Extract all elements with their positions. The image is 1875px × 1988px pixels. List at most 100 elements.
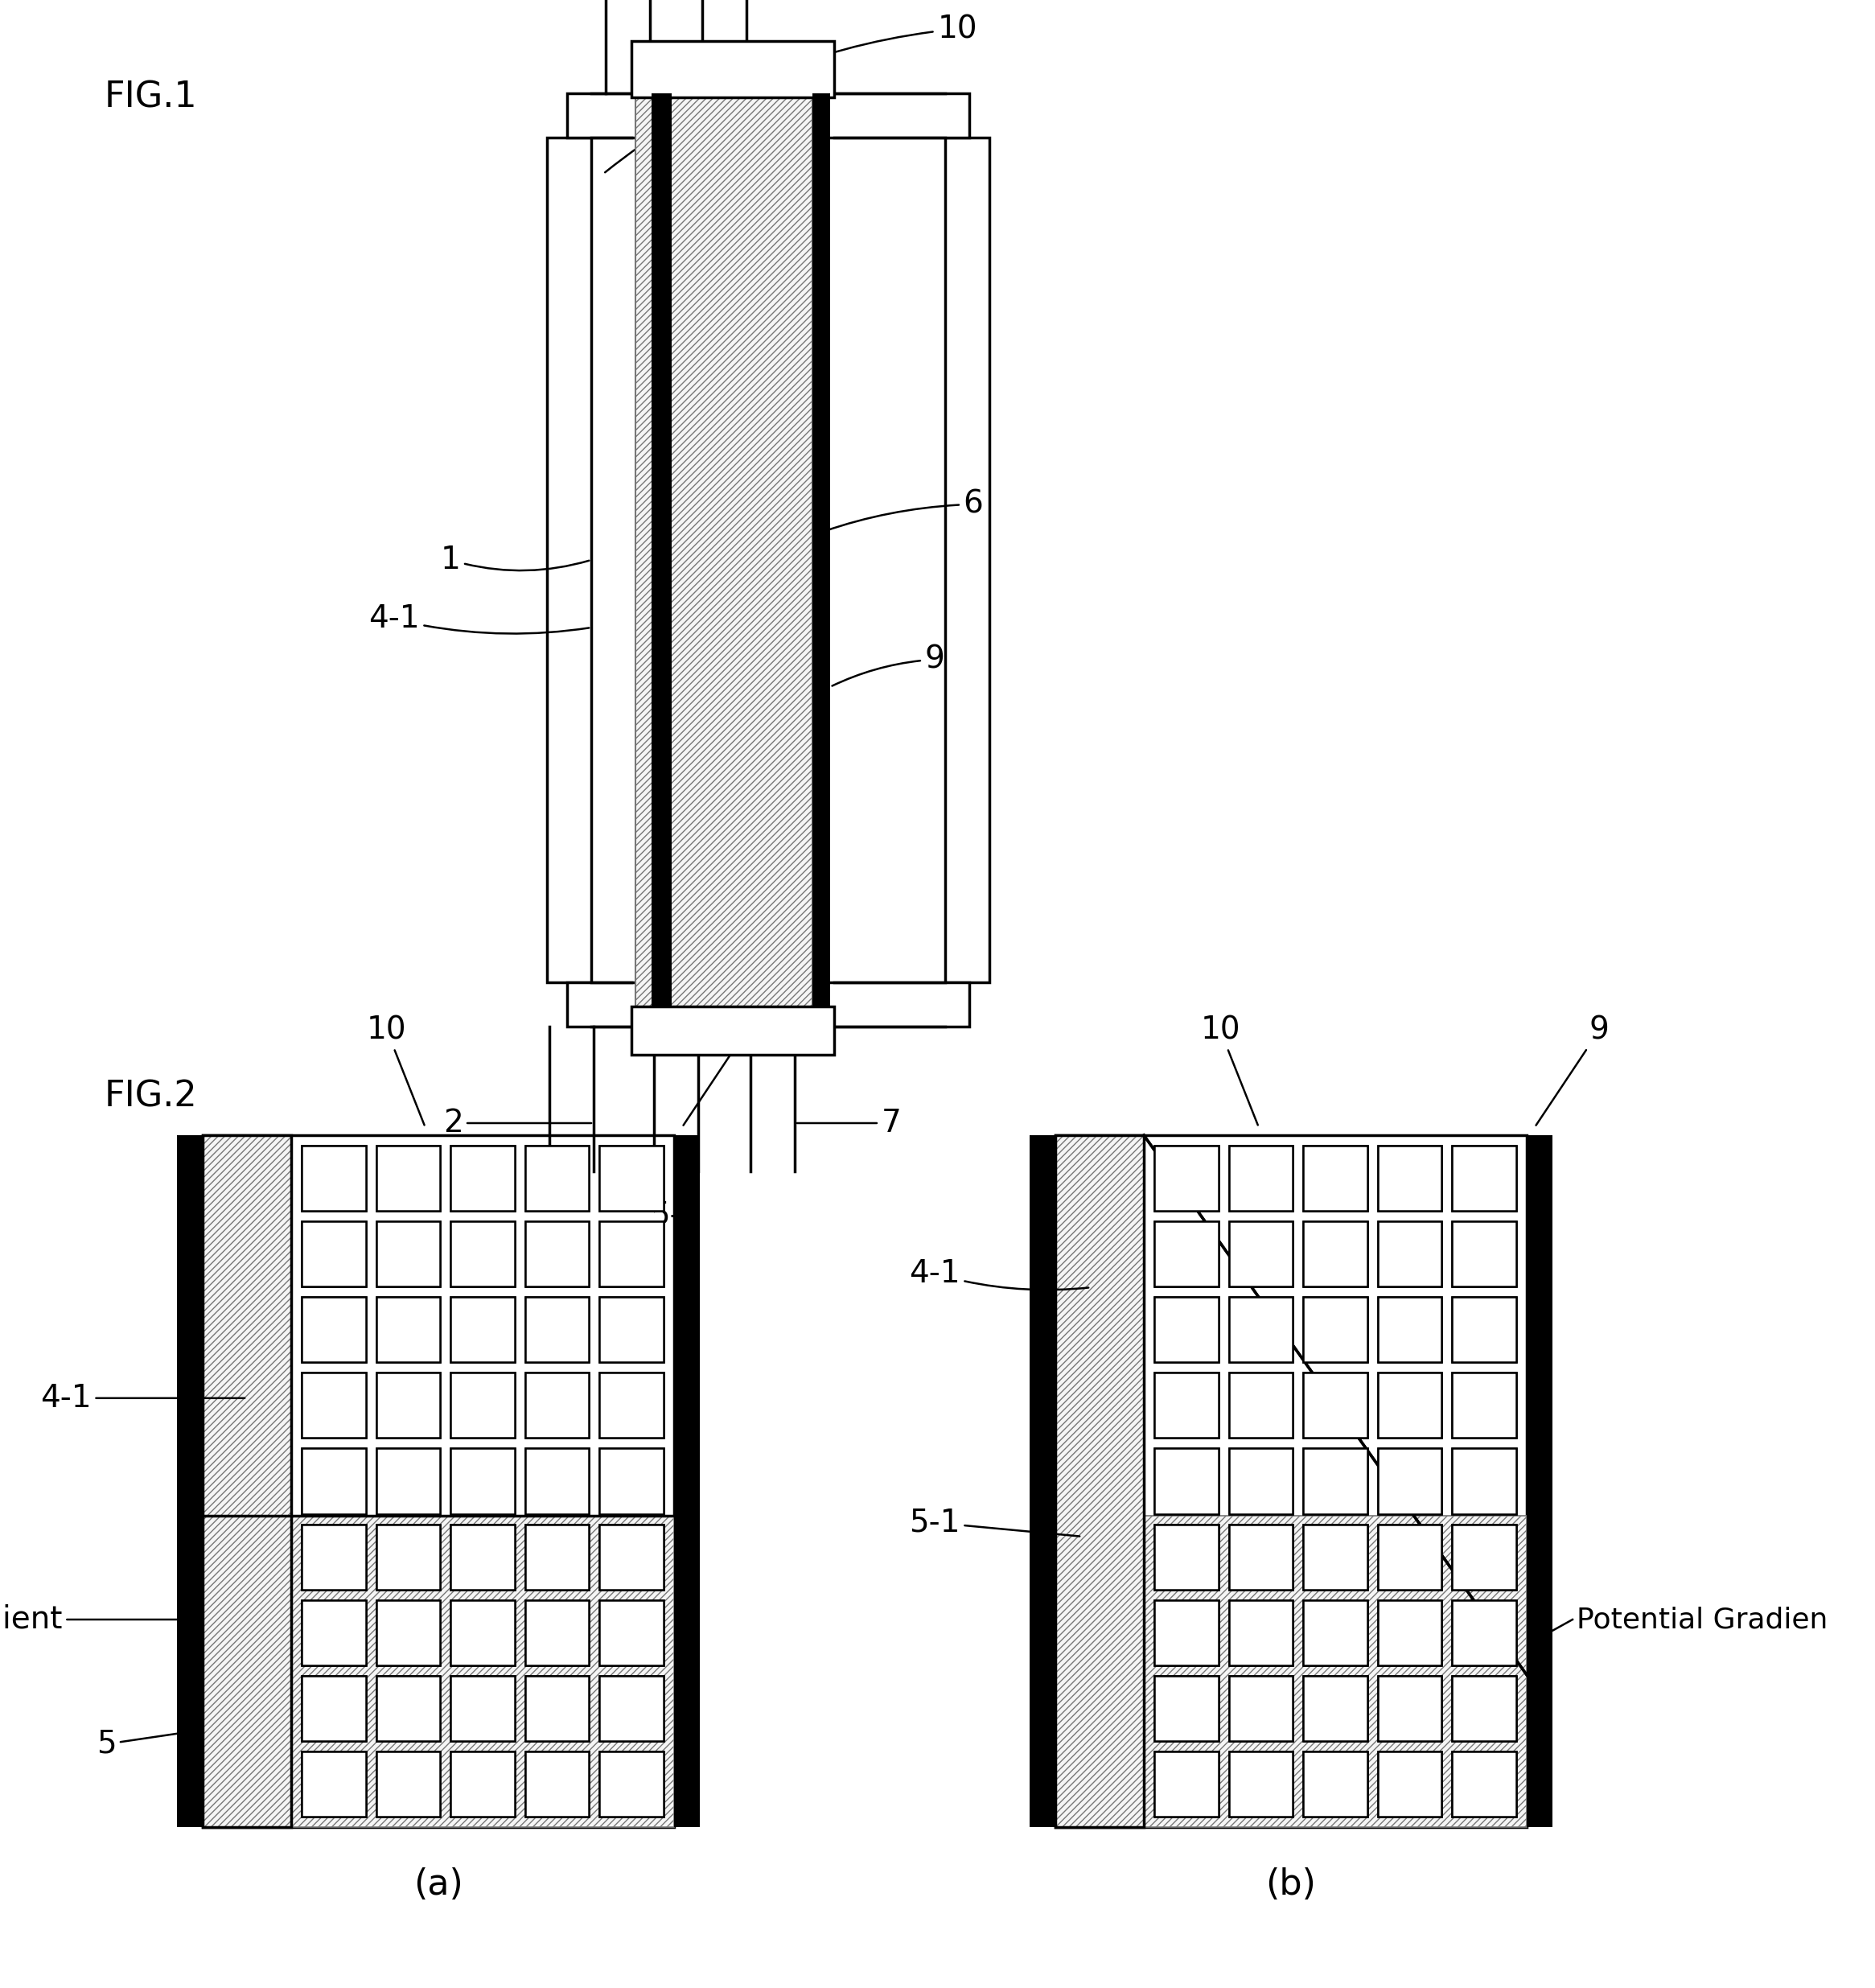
- Bar: [945, 137, 990, 982]
- Bar: [1378, 1374, 1442, 1437]
- Bar: [377, 1525, 441, 1590]
- Text: FIG.1: FIG.1: [105, 80, 197, 115]
- Bar: [1378, 1449, 1442, 1513]
- Bar: [600, 1374, 664, 1437]
- Bar: [525, 1221, 589, 1286]
- Bar: [651, 93, 671, 1006]
- Bar: [450, 1145, 514, 1211]
- Bar: [450, 1676, 514, 1741]
- Bar: [1303, 1751, 1367, 1817]
- Bar: [600, 1221, 664, 1286]
- Bar: [1155, 1145, 1219, 1211]
- Text: 5-1: 5-1: [651, 1199, 701, 1231]
- Bar: [302, 1525, 366, 1590]
- Bar: [1228, 1676, 1292, 1741]
- Bar: [1303, 1449, 1367, 1513]
- Bar: [1155, 1676, 1219, 1741]
- Bar: [202, 1135, 675, 1827]
- Bar: [1453, 1221, 1517, 1286]
- Bar: [1453, 1751, 1517, 1817]
- Bar: [1155, 1296, 1219, 1362]
- Bar: [1303, 1600, 1367, 1666]
- Bar: [302, 1145, 366, 1211]
- Text: 10: 10: [606, 14, 977, 173]
- Bar: [1453, 1296, 1517, 1362]
- Bar: [377, 1221, 441, 1286]
- Bar: [1453, 1676, 1517, 1741]
- Bar: [450, 1449, 514, 1513]
- Bar: [525, 1296, 589, 1362]
- Bar: [636, 93, 812, 1006]
- Bar: [302, 1221, 366, 1286]
- Bar: [525, 1449, 589, 1513]
- Bar: [1378, 1525, 1442, 1590]
- Bar: [1029, 1135, 1056, 1827]
- Bar: [632, 1006, 834, 1056]
- Bar: [302, 1751, 366, 1817]
- Bar: [450, 1676, 514, 1741]
- Bar: [1453, 1525, 1517, 1590]
- Bar: [1453, 1751, 1517, 1817]
- Bar: [600, 1751, 664, 1817]
- Bar: [450, 1600, 514, 1666]
- Bar: [1155, 1145, 1219, 1211]
- Bar: [525, 1374, 589, 1437]
- Bar: [202, 1515, 675, 1827]
- Bar: [1453, 1449, 1517, 1513]
- Bar: [450, 1525, 514, 1590]
- Bar: [600, 1449, 664, 1513]
- Text: 9: 9: [1536, 1016, 1609, 1125]
- Text: Potential Gradient: Potential Gradient: [0, 1604, 246, 1634]
- Bar: [377, 1449, 441, 1513]
- Bar: [600, 1600, 664, 1666]
- Bar: [1526, 1135, 1552, 1827]
- Bar: [1228, 1525, 1292, 1590]
- Bar: [302, 1449, 366, 1513]
- Bar: [450, 1751, 514, 1817]
- Bar: [302, 1374, 366, 1437]
- Bar: [1155, 1221, 1219, 1286]
- Bar: [600, 1751, 664, 1817]
- Bar: [450, 1221, 514, 1286]
- Bar: [1303, 1296, 1367, 1362]
- Bar: [302, 1600, 366, 1666]
- Bar: [1303, 1145, 1367, 1211]
- Bar: [1378, 1145, 1442, 1211]
- Bar: [525, 1676, 589, 1741]
- Bar: [1228, 1600, 1292, 1666]
- Bar: [1228, 1145, 1292, 1211]
- Bar: [377, 1374, 441, 1437]
- Bar: [1378, 1676, 1442, 1741]
- Bar: [302, 1374, 366, 1437]
- Bar: [302, 1676, 366, 1741]
- Bar: [450, 1600, 514, 1666]
- Bar: [600, 1145, 664, 1211]
- Bar: [377, 1525, 441, 1590]
- Text: 5-1: 5-1: [909, 1507, 1080, 1539]
- Bar: [202, 1135, 291, 1827]
- Bar: [377, 1296, 441, 1362]
- Bar: [600, 1221, 664, 1286]
- Bar: [600, 1676, 664, 1741]
- Bar: [1228, 1676, 1292, 1741]
- Bar: [1378, 1296, 1442, 1362]
- Bar: [1378, 1221, 1442, 1286]
- Bar: [600, 1296, 664, 1362]
- Bar: [812, 93, 831, 1006]
- Bar: [1155, 1221, 1219, 1286]
- Bar: [525, 1525, 589, 1590]
- Text: 10: 10: [368, 1016, 424, 1125]
- Text: 6: 6: [701, 489, 982, 594]
- Text: 2: 2: [442, 1107, 591, 1139]
- Bar: [1155, 1600, 1219, 1666]
- Bar: [1453, 1296, 1517, 1362]
- Bar: [1453, 1221, 1517, 1286]
- Bar: [1303, 1600, 1367, 1666]
- Bar: [1378, 1600, 1442, 1666]
- Bar: [377, 1221, 441, 1286]
- Bar: [1228, 1221, 1292, 1286]
- Bar: [1303, 1449, 1367, 1513]
- Bar: [1303, 1145, 1367, 1211]
- Bar: [1228, 1374, 1292, 1437]
- Bar: [1378, 1449, 1442, 1513]
